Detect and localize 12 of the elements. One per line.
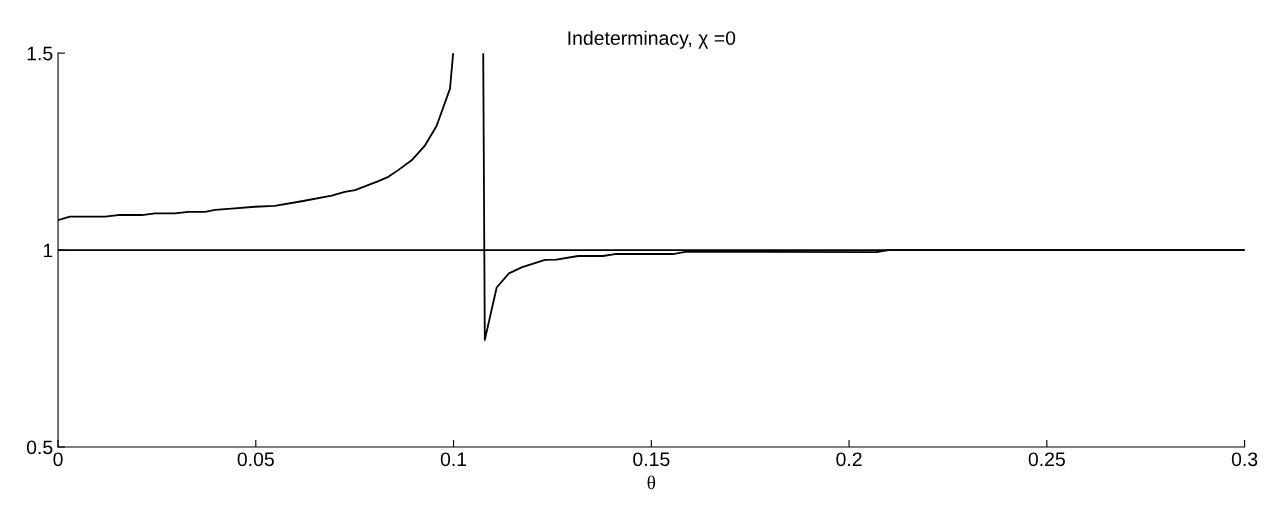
y-tick-label: 1.5 bbox=[27, 46, 53, 61]
x-tick-label: 0.25 bbox=[1028, 452, 1065, 467]
y-tick-label: 1 bbox=[43, 243, 53, 258]
x-tick-label: 0.15 bbox=[633, 452, 670, 467]
x-tick-label: 0.05 bbox=[237, 452, 274, 467]
x-axis-title: θ bbox=[647, 475, 656, 490]
x-tick-label: 0.3 bbox=[1231, 452, 1258, 467]
chart-title: Indeterminacy, χ =0 bbox=[568, 30, 736, 49]
x-tick-label: 0 bbox=[53, 452, 63, 467]
y-tick-label: 0.5 bbox=[26, 440, 53, 455]
x-tick-label: 0.2 bbox=[836, 452, 862, 467]
x-tick-label: 0.1 bbox=[440, 452, 467, 467]
